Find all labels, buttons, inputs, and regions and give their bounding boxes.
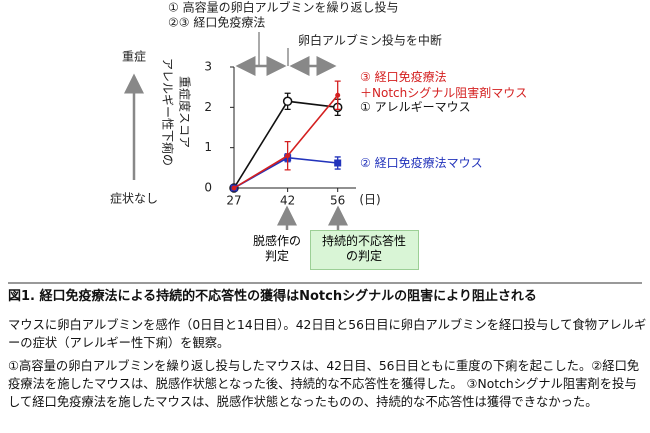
marker — [231, 185, 237, 191]
y-tick-label: 3 — [204, 60, 212, 74]
x-tick-label: 56 — [330, 194, 345, 208]
annotation: 脱感作の 判定 — [253, 234, 302, 263]
marker — [285, 153, 291, 159]
annotation: ②③ 経口免疫療法 — [168, 15, 265, 30]
annotation: 持続的不応答性 の判定 — [321, 234, 406, 263]
highlight-box — [310, 230, 419, 270]
y-axis-label: 重症度スコア — [178, 76, 193, 148]
x-tick-label: 27 — [226, 194, 241, 208]
x-tick-label: 42 — [280, 194, 295, 208]
y-axis-label: アレルギー性下痢の — [161, 58, 176, 166]
legend-entry: ③ 経口免疫療法 ＋Notchシグナル阻害剤マウス — [360, 70, 528, 100]
y-bottom-label: 症状なし — [110, 191, 158, 206]
marker — [335, 92, 341, 98]
annotation: ① 高容量の卵白アルブミンを繰り返し投与 — [168, 0, 398, 15]
legend-entry: ② 経口免疫療法マウス — [360, 156, 483, 170]
marker — [334, 159, 342, 167]
y-tick-label: 2 — [204, 100, 212, 114]
caption-paragraph: マウスに卵白アルブミンを感作（0日目と14日目）。42日目と56日目に卵白アルブ… — [8, 318, 647, 350]
y-tick-label: 1 — [204, 140, 212, 154]
y-tick-label: 0 — [204, 181, 212, 195]
caption-title: 図1. 経口免疫療法による持続的不応答性の獲得はNotchシグナルの阻害により阻… — [8, 289, 537, 304]
y-top-label: 重症 — [122, 49, 146, 64]
marker — [282, 96, 293, 107]
caption-paragraph: ①高容量の卵白アルブミンを繰り返し投与したマウスは、42日目、56日目ともに重度… — [8, 359, 640, 409]
x-unit: (日) — [359, 193, 380, 207]
annotation: 卵白アルブミン投与を中断 — [298, 33, 442, 48]
legend-entry: ① アレルギーマウス — [360, 100, 471, 114]
